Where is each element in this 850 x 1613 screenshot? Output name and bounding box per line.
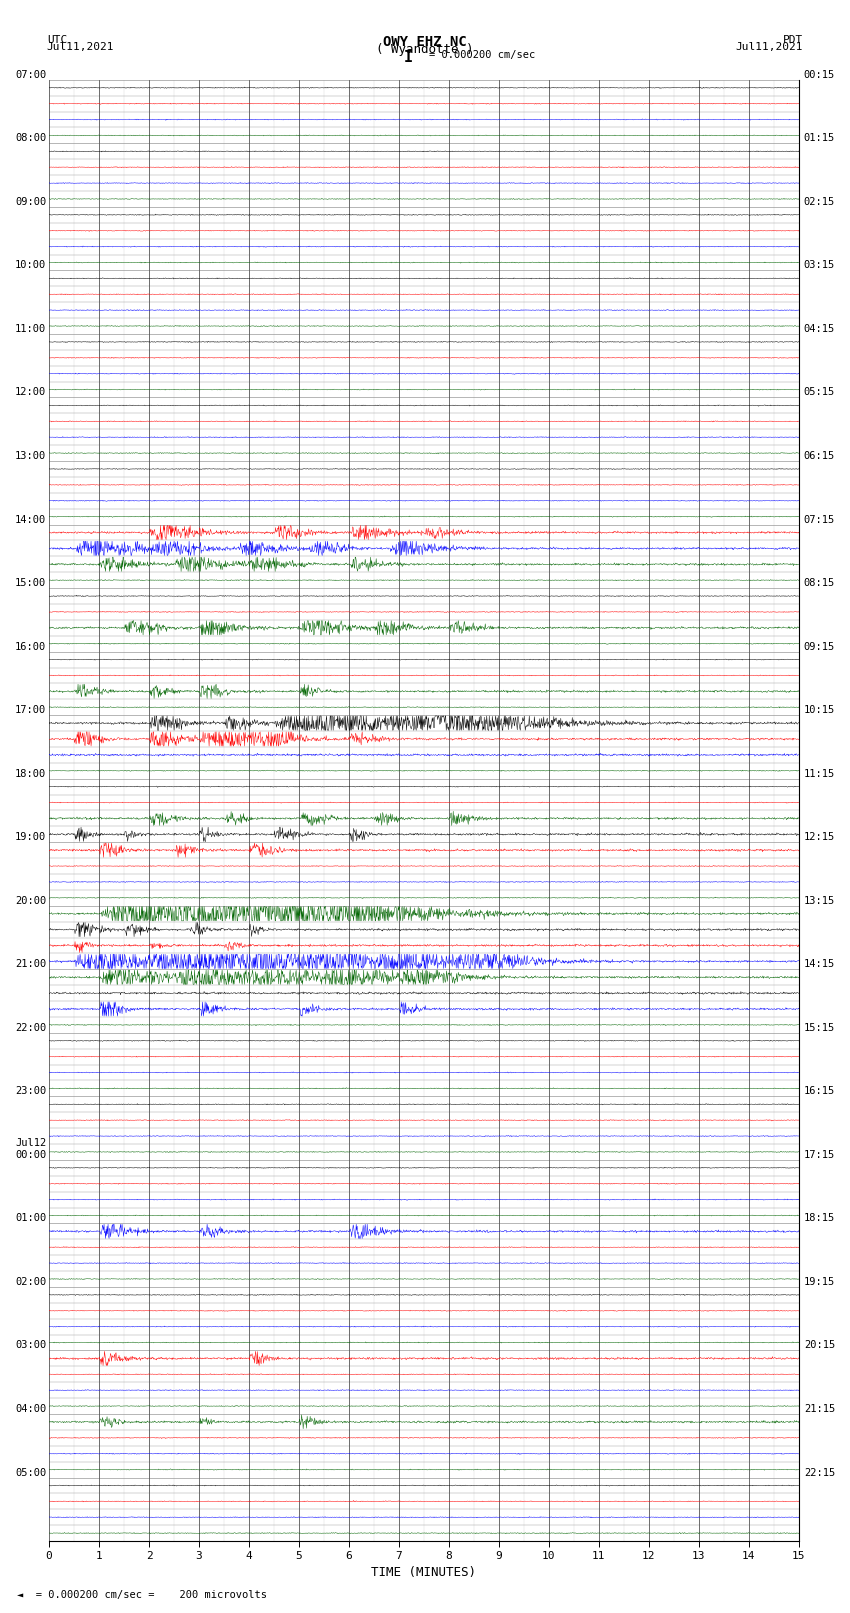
Text: Jul11,2021: Jul11,2021	[47, 42, 114, 52]
Text: PDT: PDT	[783, 35, 803, 45]
Text: UTC: UTC	[47, 35, 67, 45]
Text: ( Wyandotte ): ( Wyandotte )	[377, 44, 473, 56]
X-axis label: TIME (MINUTES): TIME (MINUTES)	[371, 1566, 477, 1579]
Text: = 0.000200 cm/sec: = 0.000200 cm/sec	[429, 50, 536, 60]
Text: OWY EHZ NC: OWY EHZ NC	[383, 35, 467, 48]
Text: Jul11,2021: Jul11,2021	[736, 42, 803, 52]
Text: ◄  = 0.000200 cm/sec =    200 microvolts: ◄ = 0.000200 cm/sec = 200 microvolts	[17, 1590, 267, 1600]
Text: I: I	[404, 50, 412, 65]
